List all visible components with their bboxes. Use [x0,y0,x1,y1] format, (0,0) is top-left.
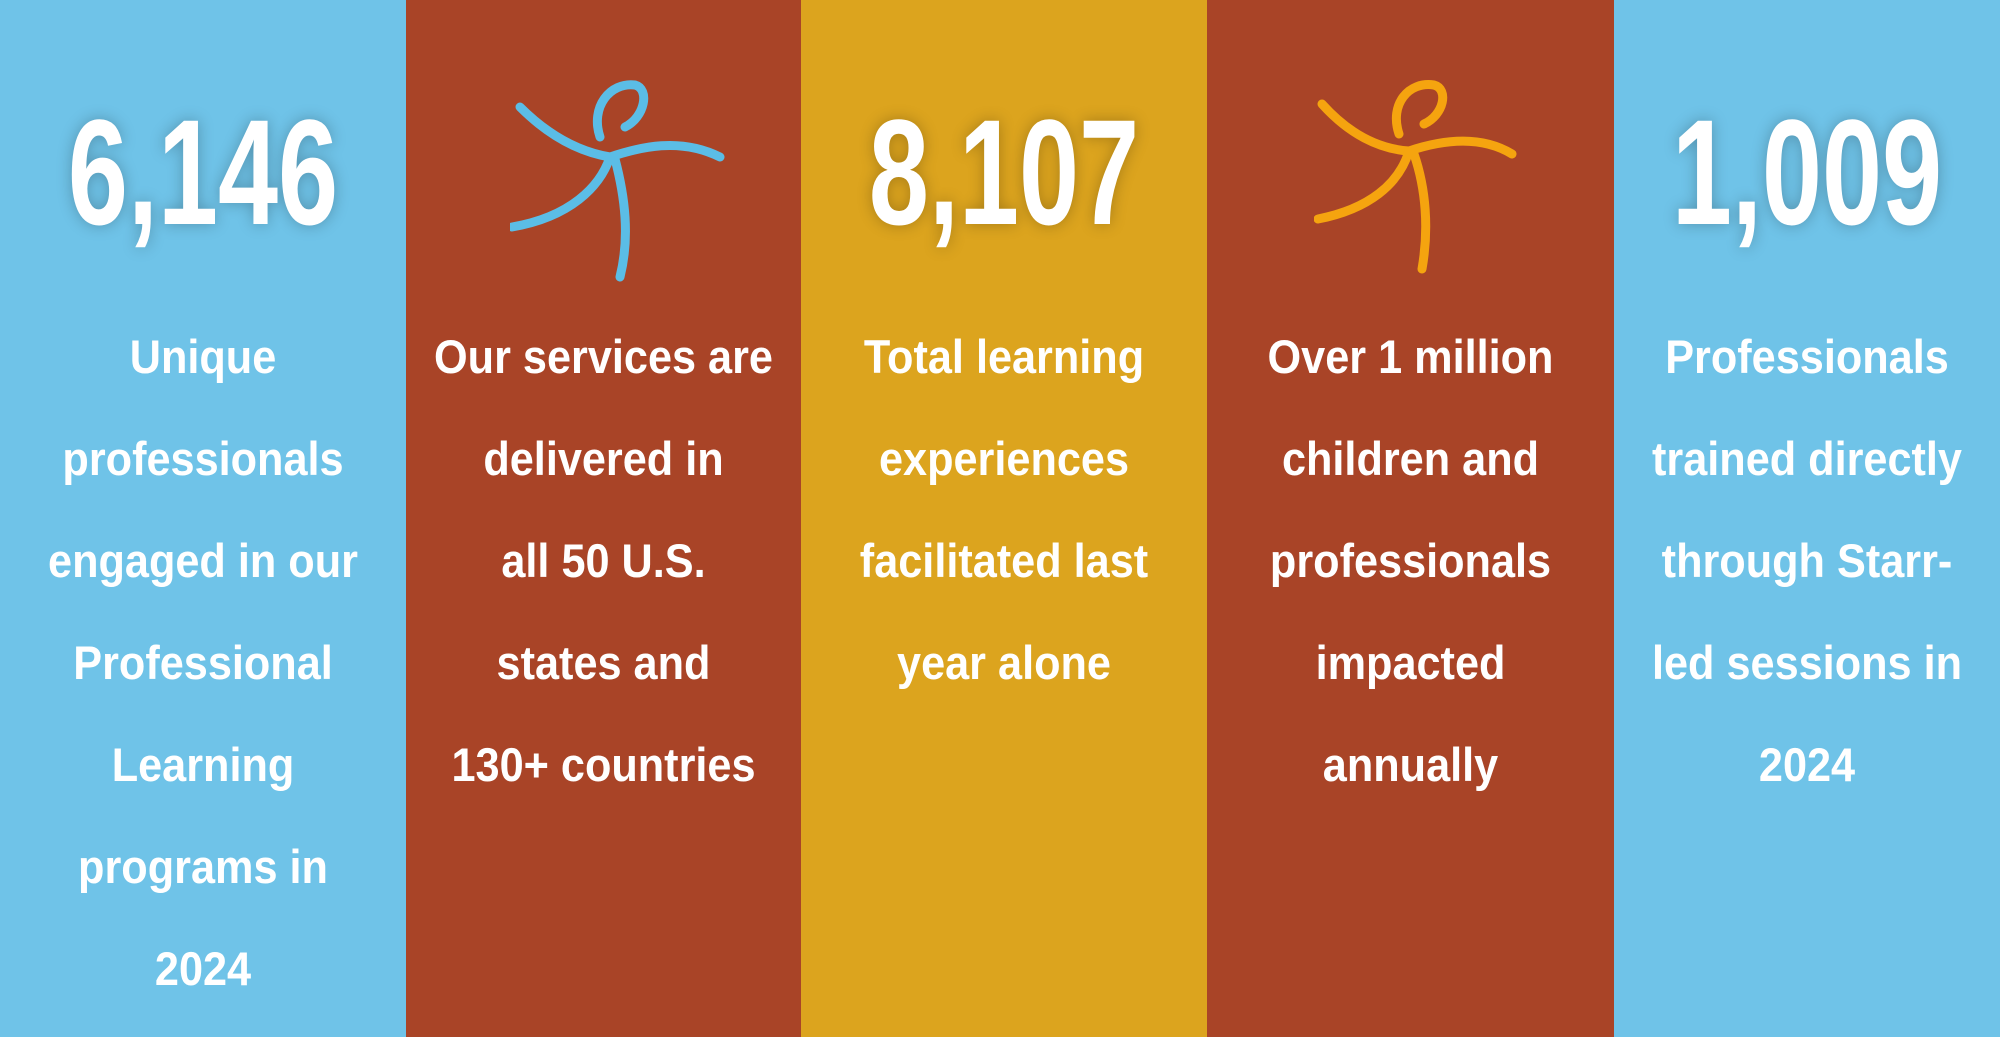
stat-description: Over 1 million [1267,330,1554,383]
stat-description: Professional [73,636,333,689]
stat-description: 130+ countries [451,738,756,791]
stat-description: programs in [78,840,328,893]
stat-description: children and [1281,432,1540,485]
stat-column: 1,009 Professionals trained directly throug… [1614,0,2000,1037]
stat-number: 1,009 [1671,88,1943,256]
stat-column: 8,107 Total learning experiences facilitate… [801,0,1207,1037]
stat-description: trained directly [1651,432,1962,485]
stat-description: Learning [111,738,295,791]
stat-description: annually [1322,738,1499,791]
stat-description: through Starr- [1661,534,1953,587]
stat-description: experiences [878,432,1130,485]
stat-description: year alone [897,636,1111,689]
stat-description: states and [496,636,711,689]
stat-description: Professionals [1665,330,1949,383]
star-figure-icon [510,80,725,282]
stat-description: impacted [1315,636,1506,689]
stat-description: engaged in our [48,534,358,587]
stat-description: Our services are [434,330,773,383]
stat-description: professionals [62,432,344,485]
stat-column: 6,146 Unique professionals engaged in our Pr… [0,0,406,1037]
stat-column: Over 1 million children and professionals i… [1207,0,1614,1037]
stat-description: Unique [129,330,277,383]
stat-number: 6,146 [67,88,339,256]
stat-description: professionals [1269,534,1552,587]
stat-description: all 50 U.S. [501,534,706,587]
stat-description: 2024 [1758,738,1856,791]
stat-number: 8,107 [868,88,1140,256]
stat-description: delivered in [483,432,724,485]
stat-description: 2024 [154,942,252,995]
stat-column: Our services are delivered in all 50 U.S. s… [406,0,801,1037]
star-figure-icon [1314,80,1517,274]
stat-description: led sessions in [1651,636,1963,689]
stat-description: facilitated last [859,534,1149,587]
stat-description: Total learning [863,330,1145,383]
